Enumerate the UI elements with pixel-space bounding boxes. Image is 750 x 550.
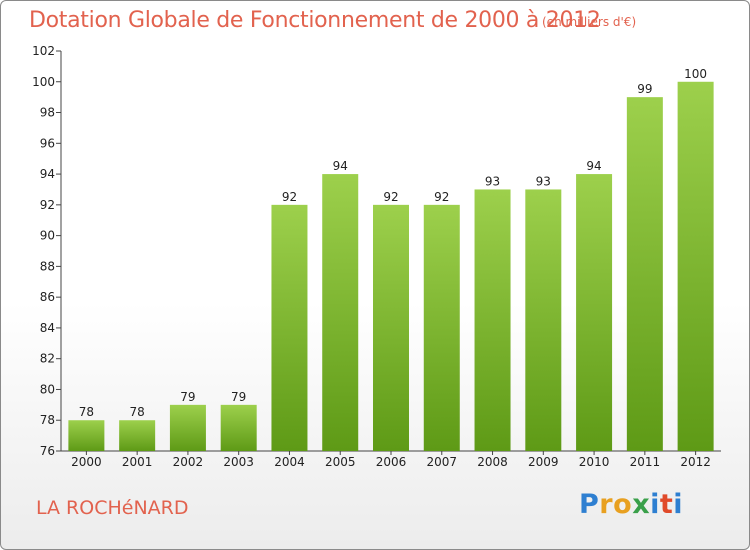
logo-letter: x: [632, 489, 651, 520]
x-tick-label: 2009: [528, 455, 559, 469]
data-label: 93: [536, 174, 551, 188]
x-tick-label: 2012: [680, 455, 711, 469]
logo-letter: i: [650, 489, 660, 520]
data-label: 79: [180, 390, 195, 404]
bar: [423, 204, 460, 451]
y-tick-label: 86: [40, 290, 55, 304]
bar: [677, 81, 714, 452]
y-tick-label: 88: [40, 259, 55, 273]
bar: [119, 420, 156, 451]
y-tick-label: 76: [40, 444, 55, 458]
logo-letter: P: [579, 489, 600, 520]
y-tick-label: 80: [40, 382, 55, 396]
x-tick-label: 2011: [630, 455, 661, 469]
x-tick-label: 2010: [579, 455, 610, 469]
bar: [626, 97, 663, 452]
data-label: 79: [231, 390, 246, 404]
x-tick-label: 2003: [223, 455, 254, 469]
bar: [525, 189, 562, 451]
x-tick-label: 2004: [274, 455, 305, 469]
x-tick-label: 2001: [122, 455, 153, 469]
bar: [474, 189, 511, 451]
x-tick-label: 2005: [325, 455, 356, 469]
x-tick-label: 2000: [71, 455, 102, 469]
y-tick-label: 78: [40, 413, 55, 427]
y-tick-label: 82: [40, 352, 55, 366]
logo-letter: i: [673, 489, 684, 520]
data-label: 94: [333, 159, 348, 173]
y-tick-label: 92: [40, 198, 55, 212]
chart-subtitle: (en milliers d'€): [542, 15, 637, 29]
chart-title: Dotation Globale de Fonctionnement de 20…: [29, 8, 601, 33]
x-tick-label: 2007: [426, 455, 457, 469]
y-tick-label: 100: [32, 75, 55, 89]
x-tick-label: 2008: [477, 455, 508, 469]
bar: [220, 404, 257, 451]
x-tick-label: 2006: [376, 455, 407, 469]
y-tick-label: 90: [40, 229, 55, 243]
data-label: 93: [485, 174, 500, 188]
x-tick-label: 2002: [173, 455, 204, 469]
data-label: 78: [79, 405, 94, 419]
data-label: 92: [383, 190, 398, 204]
proxiti-logo[interactable]: Proxiti: [579, 489, 683, 520]
bar: [322, 174, 359, 452]
y-tick-label: 84: [40, 321, 55, 335]
data-label: 100: [684, 67, 707, 81]
y-tick-label: 96: [40, 136, 55, 150]
logo-letter: o: [613, 489, 633, 520]
data-label: 92: [434, 190, 449, 204]
bar: [68, 420, 105, 451]
y-tick-label: 98: [40, 106, 55, 120]
bar: [576, 174, 613, 452]
logo-letter: t: [659, 489, 674, 520]
data-label: 99: [637, 82, 652, 96]
commune-name: LA ROCHéNARD: [36, 497, 189, 519]
y-tick-label: 102: [32, 44, 55, 58]
data-label: 94: [586, 159, 601, 173]
bar: [169, 404, 206, 451]
data-label: 78: [130, 405, 145, 419]
bar: [271, 204, 308, 451]
y-tick-label: 94: [40, 167, 55, 181]
bar: [373, 204, 409, 451]
logo-letter: r: [599, 489, 614, 520]
data-label: 92: [282, 190, 297, 204]
